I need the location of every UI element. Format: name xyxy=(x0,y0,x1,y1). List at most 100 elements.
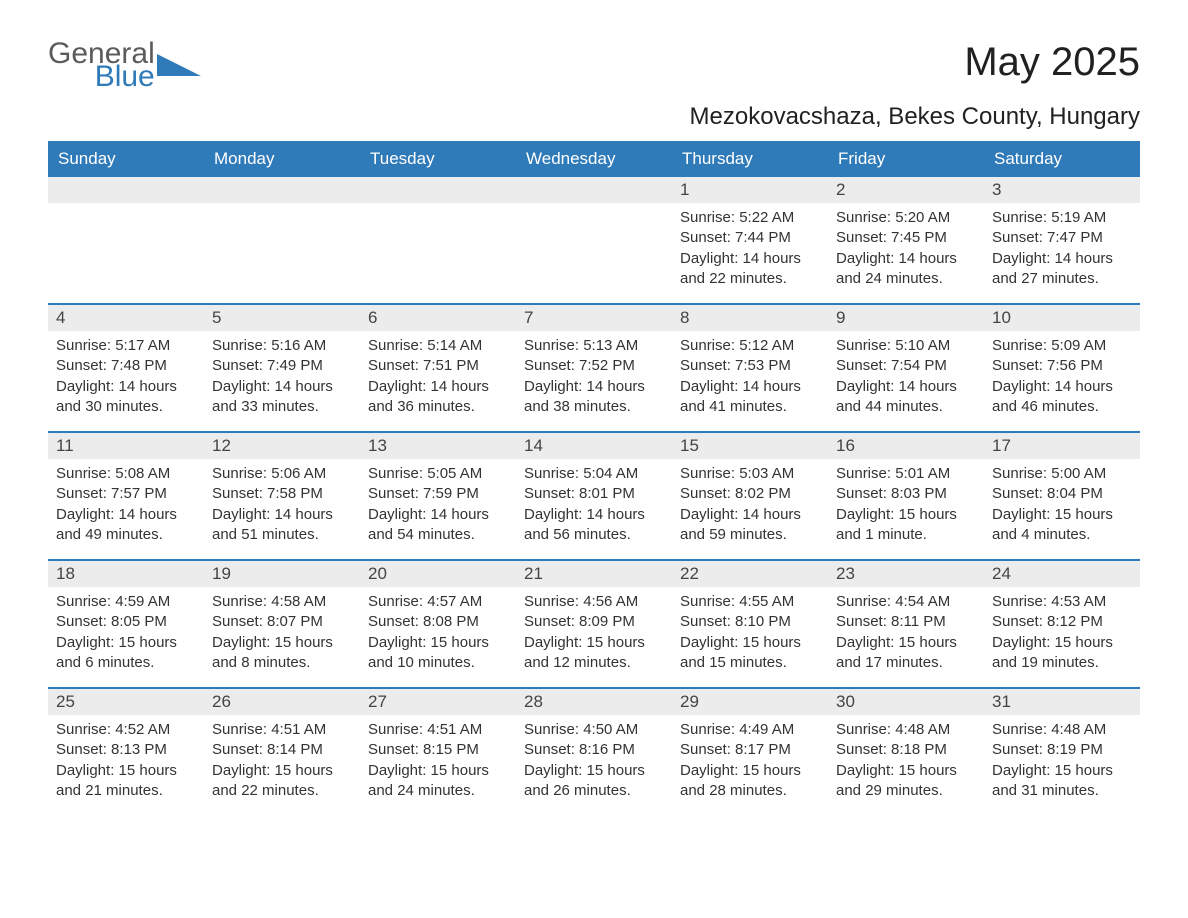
day-details: Sunrise: 4:49 AMSunset: 8:17 PMDaylight:… xyxy=(672,715,828,805)
day-number: 27 xyxy=(360,689,516,715)
day-cell: 22Sunrise: 4:55 AMSunset: 8:10 PMDayligh… xyxy=(672,561,828,687)
day-number: 24 xyxy=(984,561,1140,587)
day-details: Sunrise: 5:13 AMSunset: 7:52 PMDaylight:… xyxy=(516,331,672,421)
day-details: Sunrise: 4:48 AMSunset: 8:18 PMDaylight:… xyxy=(828,715,984,805)
day-cell: 4Sunrise: 5:17 AMSunset: 7:48 PMDaylight… xyxy=(48,305,204,431)
daylight-text: Daylight: 14 hours and 56 minutes. xyxy=(524,505,664,546)
sunset-text: Sunset: 8:05 PM xyxy=(56,612,196,632)
daylight-text: Daylight: 15 hours and 15 minutes. xyxy=(680,633,820,674)
day-details: Sunrise: 5:01 AMSunset: 8:03 PMDaylight:… xyxy=(828,459,984,549)
sunrise-text: Sunrise: 4:50 AM xyxy=(524,720,664,740)
sunrise-text: Sunrise: 5:00 AM xyxy=(992,464,1132,484)
daylight-text: Daylight: 15 hours and 21 minutes. xyxy=(56,761,196,802)
day-cell xyxy=(204,177,360,303)
day-details: Sunrise: 5:17 AMSunset: 7:48 PMDaylight:… xyxy=(48,331,204,421)
sunrise-text: Sunrise: 5:10 AM xyxy=(836,336,976,356)
day-number: 2 xyxy=(828,177,984,203)
sunrise-text: Sunrise: 4:53 AM xyxy=(992,592,1132,612)
sunset-text: Sunset: 8:11 PM xyxy=(836,612,976,632)
sunset-text: Sunset: 8:15 PM xyxy=(368,740,508,760)
weekday-col: Saturday xyxy=(984,141,1140,177)
sunset-text: Sunset: 8:07 PM xyxy=(212,612,352,632)
sunset-text: Sunset: 7:51 PM xyxy=(368,356,508,376)
day-number: 9 xyxy=(828,305,984,331)
sunrise-text: Sunrise: 5:20 AM xyxy=(836,208,976,228)
daylight-text: Daylight: 14 hours and 36 minutes. xyxy=(368,377,508,418)
day-details: Sunrise: 5:12 AMSunset: 7:53 PMDaylight:… xyxy=(672,331,828,421)
day-number: 14 xyxy=(516,433,672,459)
day-cell: 3Sunrise: 5:19 AMSunset: 7:47 PMDaylight… xyxy=(984,177,1140,303)
day-number: 16 xyxy=(828,433,984,459)
day-number: 15 xyxy=(672,433,828,459)
day-cell: 6Sunrise: 5:14 AMSunset: 7:51 PMDaylight… xyxy=(360,305,516,431)
sunrise-text: Sunrise: 5:09 AM xyxy=(992,336,1132,356)
day-number: 7 xyxy=(516,305,672,331)
sunrise-text: Sunrise: 5:08 AM xyxy=(56,464,196,484)
day-cell: 21Sunrise: 4:56 AMSunset: 8:09 PMDayligh… xyxy=(516,561,672,687)
day-number xyxy=(204,177,360,203)
day-cell: 15Sunrise: 5:03 AMSunset: 8:02 PMDayligh… xyxy=(672,433,828,559)
page-title: May 2025 xyxy=(964,40,1140,85)
day-cell xyxy=(360,177,516,303)
day-details: Sunrise: 5:16 AMSunset: 7:49 PMDaylight:… xyxy=(204,331,360,421)
sunset-text: Sunset: 8:09 PM xyxy=(524,612,664,632)
day-number: 21 xyxy=(516,561,672,587)
day-cell xyxy=(48,177,204,303)
daylight-text: Daylight: 15 hours and 4 minutes. xyxy=(992,505,1132,546)
day-cell: 25Sunrise: 4:52 AMSunset: 8:13 PMDayligh… xyxy=(48,689,204,815)
day-details: Sunrise: 4:56 AMSunset: 8:09 PMDaylight:… xyxy=(516,587,672,677)
daylight-text: Daylight: 15 hours and 31 minutes. xyxy=(992,761,1132,802)
sunset-text: Sunset: 7:47 PM xyxy=(992,228,1132,248)
sunrise-text: Sunrise: 4:57 AM xyxy=(368,592,508,612)
weekday-col: Tuesday xyxy=(360,141,516,177)
day-details: Sunrise: 5:10 AMSunset: 7:54 PMDaylight:… xyxy=(828,331,984,421)
day-number: 30 xyxy=(828,689,984,715)
sunset-text: Sunset: 8:02 PM xyxy=(680,484,820,504)
sunset-text: Sunset: 7:45 PM xyxy=(836,228,976,248)
sunset-text: Sunset: 8:13 PM xyxy=(56,740,196,760)
sunrise-text: Sunrise: 4:51 AM xyxy=(212,720,352,740)
sunset-text: Sunset: 8:18 PM xyxy=(836,740,976,760)
day-details: Sunrise: 4:55 AMSunset: 8:10 PMDaylight:… xyxy=(672,587,828,677)
sunset-text: Sunset: 7:56 PM xyxy=(992,356,1132,376)
sunrise-text: Sunrise: 5:04 AM xyxy=(524,464,664,484)
sunrise-text: Sunrise: 5:13 AM xyxy=(524,336,664,356)
day-details: Sunrise: 4:51 AMSunset: 8:14 PMDaylight:… xyxy=(204,715,360,805)
day-details: Sunrise: 4:54 AMSunset: 8:11 PMDaylight:… xyxy=(828,587,984,677)
daylight-text: Daylight: 14 hours and 24 minutes. xyxy=(836,249,976,290)
weekday-header-row: Sunday Monday Tuesday Wednesday Thursday… xyxy=(48,141,1140,177)
day-cell: 12Sunrise: 5:06 AMSunset: 7:58 PMDayligh… xyxy=(204,433,360,559)
day-number: 28 xyxy=(516,689,672,715)
day-details: Sunrise: 5:03 AMSunset: 8:02 PMDaylight:… xyxy=(672,459,828,549)
day-cell: 14Sunrise: 5:04 AMSunset: 8:01 PMDayligh… xyxy=(516,433,672,559)
day-number xyxy=(48,177,204,203)
day-cell: 28Sunrise: 4:50 AMSunset: 8:16 PMDayligh… xyxy=(516,689,672,815)
sunset-text: Sunset: 7:53 PM xyxy=(680,356,820,376)
sunset-text: Sunset: 7:48 PM xyxy=(56,356,196,376)
daylight-text: Daylight: 14 hours and 49 minutes. xyxy=(56,505,196,546)
day-cell: 20Sunrise: 4:57 AMSunset: 8:08 PMDayligh… xyxy=(360,561,516,687)
daylight-text: Daylight: 15 hours and 24 minutes. xyxy=(368,761,508,802)
day-number: 12 xyxy=(204,433,360,459)
day-cell: 5Sunrise: 5:16 AMSunset: 7:49 PMDaylight… xyxy=(204,305,360,431)
day-cell: 26Sunrise: 4:51 AMSunset: 8:14 PMDayligh… xyxy=(204,689,360,815)
daylight-text: Daylight: 15 hours and 1 minute. xyxy=(836,505,976,546)
day-details: Sunrise: 5:19 AMSunset: 7:47 PMDaylight:… xyxy=(984,203,1140,293)
sunset-text: Sunset: 8:14 PM xyxy=(212,740,352,760)
sunset-text: Sunset: 8:03 PM xyxy=(836,484,976,504)
sunrise-text: Sunrise: 4:48 AM xyxy=(992,720,1132,740)
day-cell: 27 Sunrise: 4:51 AMSunset: 8:15 PMDayligh… xyxy=(360,689,516,815)
daylight-text: Daylight: 15 hours and 10 minutes. xyxy=(368,633,508,674)
sunset-text: Sunset: 7:54 PM xyxy=(836,356,976,376)
sunset-text: Sunset: 7:49 PM xyxy=(212,356,352,376)
daylight-text: Daylight: 14 hours and 54 minutes. xyxy=(368,505,508,546)
weekday-col: Wednesday xyxy=(516,141,672,177)
day-number: 10 xyxy=(984,305,1140,331)
day-details: Sunrise: 5:04 AMSunset: 8:01 PMDaylight:… xyxy=(516,459,672,549)
day-number: 5 xyxy=(204,305,360,331)
day-cell: 2 Sunrise: 5:20 AMSunset: 7:45 PMDaylight… xyxy=(828,177,984,303)
day-details: Sunrise: 4:53 AMSunset: 8:12 PMDaylight:… xyxy=(984,587,1140,677)
sunrise-text: Sunrise: 4:55 AM xyxy=(680,592,820,612)
day-cell: 13Sunrise: 5:05 AMSunset: 7:59 PMDayligh… xyxy=(360,433,516,559)
sunrise-text: Sunrise: 4:51 AM xyxy=(368,720,508,740)
